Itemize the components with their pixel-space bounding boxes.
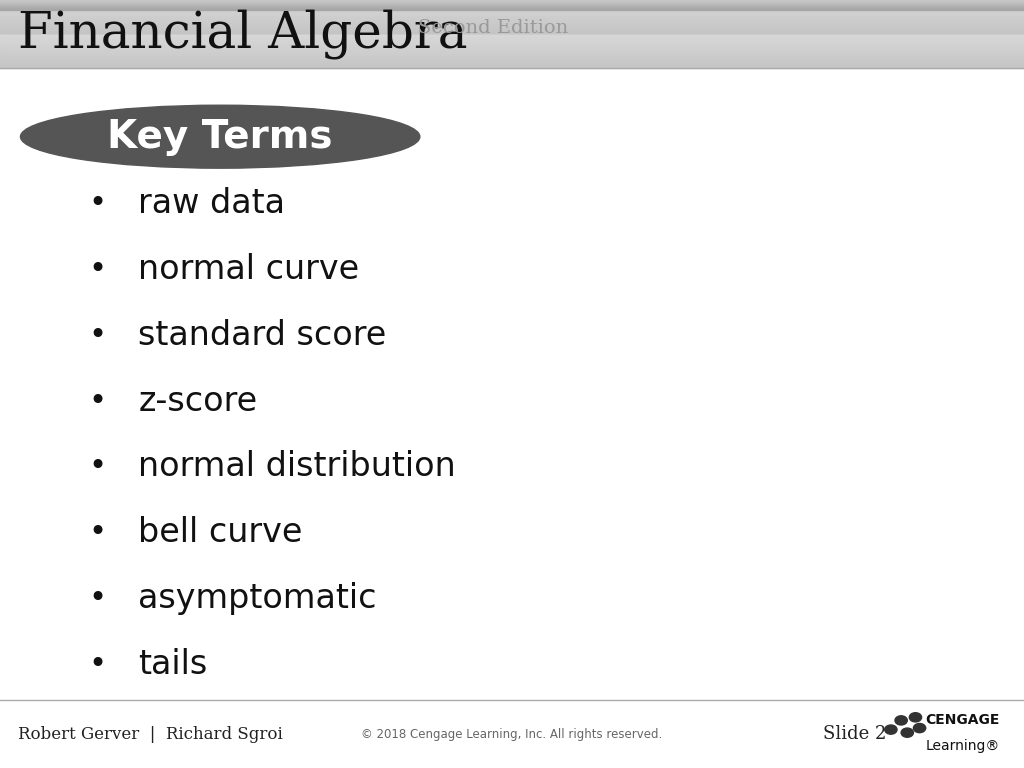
Text: z-score: z-score — [138, 385, 257, 418]
Text: •: • — [88, 255, 106, 284]
Text: normal distribution: normal distribution — [138, 450, 456, 483]
Text: Key Terms: Key Terms — [108, 118, 333, 156]
Text: normal curve: normal curve — [138, 253, 359, 286]
Text: •: • — [88, 650, 106, 679]
Text: •: • — [88, 584, 106, 613]
Text: Financial Algebra: Financial Algebra — [18, 8, 468, 59]
Text: asymptomatic: asymptomatic — [138, 582, 377, 615]
Ellipse shape — [20, 105, 420, 168]
Text: •: • — [88, 452, 106, 482]
Text: tails: tails — [138, 648, 208, 680]
Text: •: • — [88, 189, 106, 218]
Text: CENGAGE: CENGAGE — [926, 713, 1000, 727]
Text: standard score: standard score — [138, 319, 386, 352]
Text: bell curve: bell curve — [138, 516, 303, 549]
Text: © 2018 Cengage Learning, Inc. All rights reserved.: © 2018 Cengage Learning, Inc. All rights… — [361, 728, 663, 740]
Text: •: • — [88, 386, 106, 415]
Text: Slide 2: Slide 2 — [823, 725, 887, 743]
Circle shape — [901, 728, 913, 737]
Text: raw data: raw data — [138, 187, 286, 220]
Text: Robert Gerver  |  Richard Sgroi: Robert Gerver | Richard Sgroi — [18, 726, 284, 743]
Circle shape — [909, 713, 922, 722]
Circle shape — [913, 723, 926, 733]
Text: Second Edition: Second Edition — [418, 18, 568, 37]
Circle shape — [885, 725, 897, 734]
Text: •: • — [88, 321, 106, 349]
Text: Learning®: Learning® — [926, 740, 1000, 753]
Text: •: • — [88, 518, 106, 547]
Bar — [0, 700, 1024, 768]
Circle shape — [895, 716, 907, 725]
